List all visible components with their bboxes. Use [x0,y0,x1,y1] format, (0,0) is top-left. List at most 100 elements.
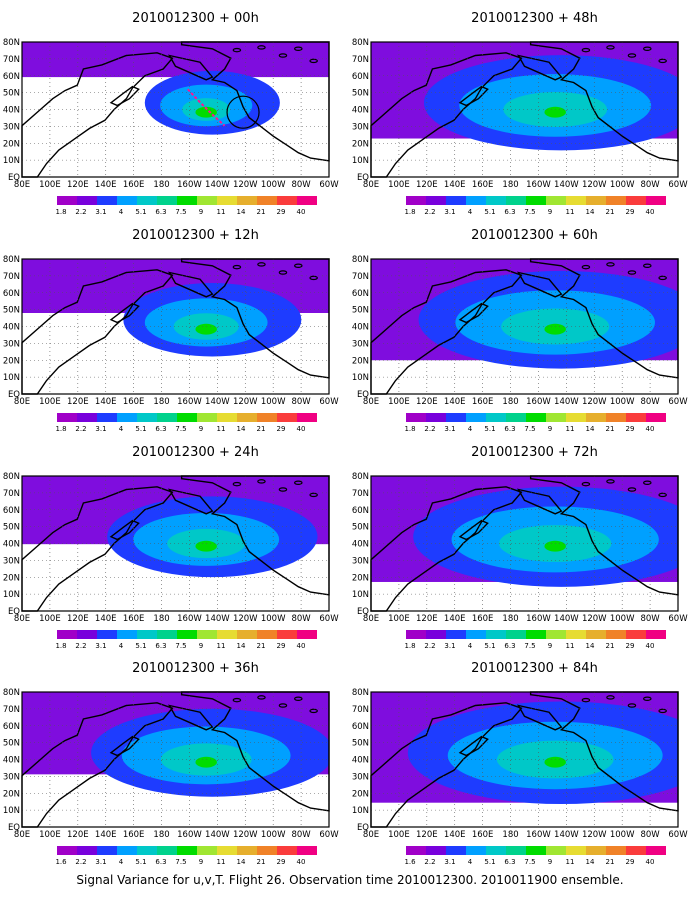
lat-tick-label: 60N [352,289,369,299]
island [233,698,240,701]
colorbar-swatch [257,413,277,422]
island [258,696,265,699]
lon-tick-label: 180 [502,397,518,407]
lat-tick-label: EQ [357,607,369,617]
colorbar-label: 2.2 [424,858,435,866]
map-frame [21,475,330,612]
lon-tick-label: 100W [261,180,286,190]
lat-tick-label: 50N [3,739,20,749]
colorbar: 1.6 2.2 3.1 4 5.1 6.3 7.5 9 11 14 21 29 40 [404,846,666,866]
colorbar-swatch [77,413,97,422]
lon-tick-label: 140E [95,180,117,190]
lon-tick-label: 100E [388,614,410,624]
colorbar-swatch [217,196,237,205]
colorbar-swatch [177,413,197,422]
colorbar-swatch [466,413,486,422]
colorbar-label: 7.5 [524,208,535,216]
colorbar-swatch [626,413,646,422]
lon-tick-label: 100E [388,397,410,407]
lon-tick-label: 100W [610,180,635,190]
island [628,488,635,491]
colorbar-label: 3.1 [95,642,106,650]
variance-peak [544,540,566,552]
colorbar-swatch [586,196,606,205]
colorbar-label: 2.2 [424,642,435,650]
lon-tick-label: 160E [472,830,494,840]
coastline [518,273,561,297]
colorbar-label: 5.1 [135,208,146,216]
coastline [22,703,172,827]
colorbar-label: 14 [586,425,595,433]
colorbar-swatch [406,413,426,422]
colorbar-label: 1.6 [404,858,416,866]
lat-tick-label: 10N [352,590,369,600]
lat-tick-label: EQ [8,823,20,833]
colorbar-swatch [546,413,566,422]
colorbar-swatch [426,196,446,205]
lon-tick-label: 160E [472,614,494,624]
lon-tick-label: 140W [554,614,579,624]
colorbar-label: 11 [217,208,226,216]
lon-tick-label: 80W [291,830,311,840]
colorbar-label: 4 [119,858,124,866]
coastline [111,521,139,540]
island [607,46,614,49]
lon-tick-label: 120W [582,614,607,624]
colorbar-label: 3.1 [95,208,106,216]
colorbar: 1.8 2.2 3.1 4 5.1 6.3 7.5 9 11 14 21 29 40 [55,630,317,650]
island [628,704,635,707]
colorbar-swatch [277,413,297,422]
island [233,265,240,268]
island [607,696,614,699]
colorbar-swatch [506,846,526,855]
colorbar-label: 29 [626,642,635,650]
lat-tick-label: 60N [3,506,20,516]
colorbar-swatch [486,846,506,855]
lat-tick-label: EQ [8,173,20,183]
lon-tick-label: 60W [319,614,339,624]
coastlines [22,476,329,611]
colorbar-swatch [626,630,646,639]
lat-tick-label: 50N [3,89,20,99]
colorbar-swatch [77,846,97,855]
colorbar-label: 40 [646,208,655,216]
colorbar-swatch [646,413,666,422]
lon-tick-label: 80W [640,397,660,407]
colorbar: 1.8 2.2 3.1 4 5.1 6.3 7.5 9 11 14 21 29 40 [404,630,666,650]
lon-tick-label: 120W [233,830,258,840]
colorbar-swatch [506,196,526,205]
colorbar-swatch [606,630,626,639]
colorbar-label: 2.2 [75,208,86,216]
colorbar-label: 11 [566,208,575,216]
lon-tick-label: 140W [205,614,230,624]
island [310,276,317,279]
lon-tick-label: 80E [363,614,379,624]
colorbar-swatch [646,196,666,205]
colorbar-label: 5.1 [484,208,495,216]
lat-tick-label: 70N [3,55,20,65]
colorbar-label: 11 [217,642,226,650]
lon-tick-label: 140W [205,397,230,407]
lon-tick-label: 120E [416,397,438,407]
lat-tick-label: 70N [3,272,20,282]
lat-tick-label: 10N [352,156,369,166]
colorbar-label: 2.2 [424,208,435,216]
lon-tick-label: 120W [233,614,258,624]
colorbar-label: 40 [297,642,306,650]
colorbar-swatch [506,630,526,639]
lat-tick-label: 20N [3,789,20,799]
lon-tick-label: 100W [610,614,635,624]
lat-tick-label: EQ [357,173,369,183]
colorbar-label: 40 [646,425,655,433]
colorbar-label: 29 [277,858,286,866]
lon-tick-label: 160E [123,830,145,840]
island [233,482,240,485]
lat-tick-label: 70N [352,489,369,499]
colorbar-label: 7.5 [175,425,186,433]
colorbar-label: 1.8 [404,208,415,216]
colorbar-label: 6.3 [504,208,515,216]
coastline [22,53,172,177]
colorbar-label: 14 [237,642,246,650]
lat-tick-label: 50N [352,306,369,316]
colorbar-label: 40 [297,208,306,216]
